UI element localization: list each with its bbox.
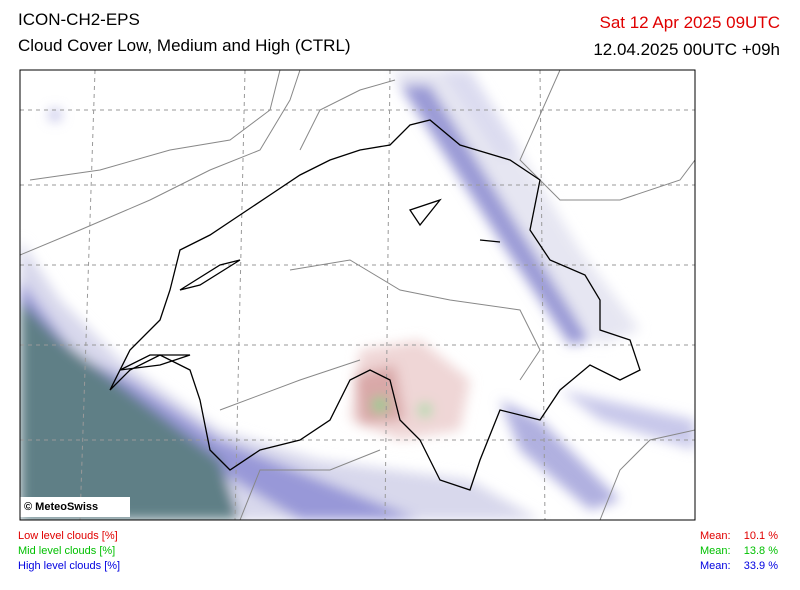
mean-label: Mean: — [700, 560, 731, 572]
valid-time: Sat 12 Apr 2025 09UTC — [599, 13, 780, 32]
model-name: ICON-CH2-EPS — [18, 10, 140, 29]
mean-label: Mean: — [700, 545, 731, 557]
map-frame — [19, 69, 696, 521]
borders — [20, 70, 695, 520]
legend-label: Mid level clouds [%] — [18, 545, 116, 557]
mean-label: Mean: — [700, 530, 731, 542]
legend-label: Low level clouds [%] — [18, 530, 118, 542]
map-field — [20, 70, 695, 520]
mean-value: 13.8 % — [743, 545, 778, 557]
mean-value: 33.9 % — [743, 560, 778, 572]
copyright: © MeteoSwiss — [24, 501, 99, 513]
mean-value: 10.1 % — [743, 530, 778, 542]
product-title: Cloud Cover Low, Medium and High (CTRL) — [18, 36, 351, 55]
run-time: 12.04.2025 00UTC +09h — [593, 40, 780, 59]
country-border — [109, 119, 641, 491]
legend-label: High level clouds [%] — [18, 560, 121, 572]
